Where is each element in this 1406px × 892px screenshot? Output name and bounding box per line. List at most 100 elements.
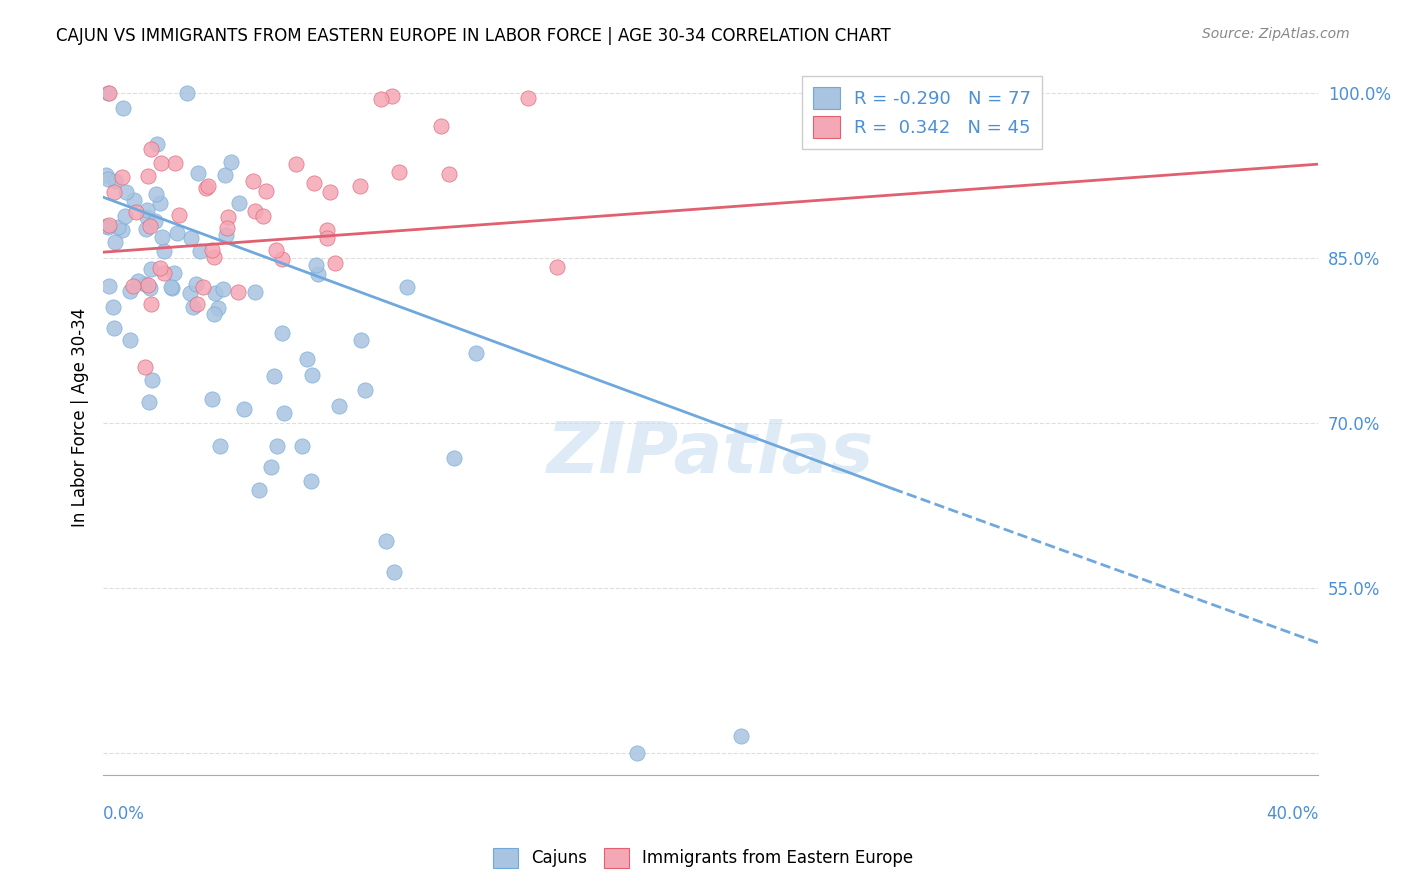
Point — [166, 226, 188, 240]
Point — [181, 300, 204, 314]
Point — [111, 170, 134, 185]
Point — [188, 244, 211, 258]
Point — [122, 278, 145, 293]
Point — [211, 282, 233, 296]
Point — [150, 229, 173, 244]
Point — [143, 214, 166, 228]
Text: Source: ZipAtlas.com: Source: ZipAtlas.com — [1202, 27, 1350, 41]
Point — [299, 474, 322, 488]
Point — [301, 368, 323, 382]
Point — [243, 203, 266, 218]
Point — [150, 155, 173, 169]
Point — [217, 211, 239, 225]
Point — [187, 166, 209, 180]
Point — [97, 172, 120, 186]
Point — [103, 321, 125, 335]
Point — [215, 227, 238, 242]
Text: 40.0%: 40.0% — [1265, 805, 1319, 823]
Point — [195, 181, 218, 195]
Y-axis label: In Labor Force | Age 30-34: In Labor Force | Age 30-34 — [72, 308, 89, 527]
Point — [141, 142, 163, 156]
Point — [104, 174, 127, 188]
Point — [443, 450, 465, 465]
Point — [215, 221, 238, 235]
Point — [152, 244, 174, 258]
Point — [138, 395, 160, 409]
Point — [260, 460, 283, 475]
Point — [138, 219, 160, 234]
Point — [197, 178, 219, 193]
Point — [146, 136, 169, 151]
Point — [98, 278, 121, 293]
Point — [179, 286, 201, 301]
Point — [114, 210, 136, 224]
Point — [242, 173, 264, 187]
Point — [395, 280, 418, 294]
Text: ZIPatlas: ZIPatlas — [547, 418, 875, 488]
Point — [96, 168, 118, 182]
Point — [284, 157, 307, 171]
Point — [245, 285, 267, 300]
Point — [141, 372, 163, 386]
Point — [214, 168, 236, 182]
Point — [350, 334, 373, 348]
Point — [264, 243, 287, 257]
Point — [103, 185, 125, 199]
Point — [107, 220, 129, 235]
Point — [118, 285, 141, 299]
Point — [270, 252, 292, 266]
Point — [232, 401, 254, 416]
Point — [307, 268, 329, 282]
Point — [162, 281, 184, 295]
Point — [138, 169, 160, 183]
Point — [271, 326, 294, 340]
Point — [200, 392, 222, 406]
Point — [163, 266, 186, 280]
Legend: Cajuns, Immigrants from Eastern Europe: Cajuns, Immigrants from Eastern Europe — [486, 841, 920, 875]
Point — [517, 91, 540, 105]
Point — [201, 243, 224, 257]
Point — [97, 218, 120, 232]
Point — [626, 746, 648, 760]
Point — [730, 730, 752, 744]
Point — [547, 260, 569, 274]
Point — [370, 92, 392, 106]
Point — [464, 346, 486, 360]
Point — [228, 196, 250, 211]
Point — [139, 261, 162, 276]
Point — [219, 154, 242, 169]
Point — [152, 266, 174, 280]
Point — [226, 285, 249, 299]
Point — [349, 178, 371, 193]
Point — [191, 280, 214, 294]
Point — [145, 186, 167, 201]
Point — [160, 280, 183, 294]
Point — [202, 250, 225, 264]
Point — [135, 222, 157, 236]
Point — [381, 89, 404, 103]
Point — [304, 176, 326, 190]
Point — [252, 210, 274, 224]
Point — [266, 438, 288, 452]
Point — [149, 195, 172, 210]
Point — [388, 165, 411, 179]
Point — [169, 208, 191, 222]
Point — [273, 406, 295, 420]
Point — [247, 483, 270, 497]
Point — [165, 155, 187, 169]
Point — [263, 369, 285, 384]
Point — [295, 352, 318, 367]
Point — [382, 565, 405, 579]
Point — [208, 439, 231, 453]
Point — [202, 307, 225, 321]
Point — [139, 296, 162, 310]
Point — [122, 193, 145, 207]
Point — [316, 231, 339, 245]
Point — [207, 301, 229, 315]
Point — [112, 101, 135, 115]
Point — [315, 223, 337, 237]
Point — [328, 399, 350, 413]
Point — [319, 185, 342, 199]
Point — [180, 231, 202, 245]
Legend: R = -0.290   N = 77, R =  0.342   N = 45: R = -0.290 N = 77, R = 0.342 N = 45 — [801, 76, 1042, 149]
